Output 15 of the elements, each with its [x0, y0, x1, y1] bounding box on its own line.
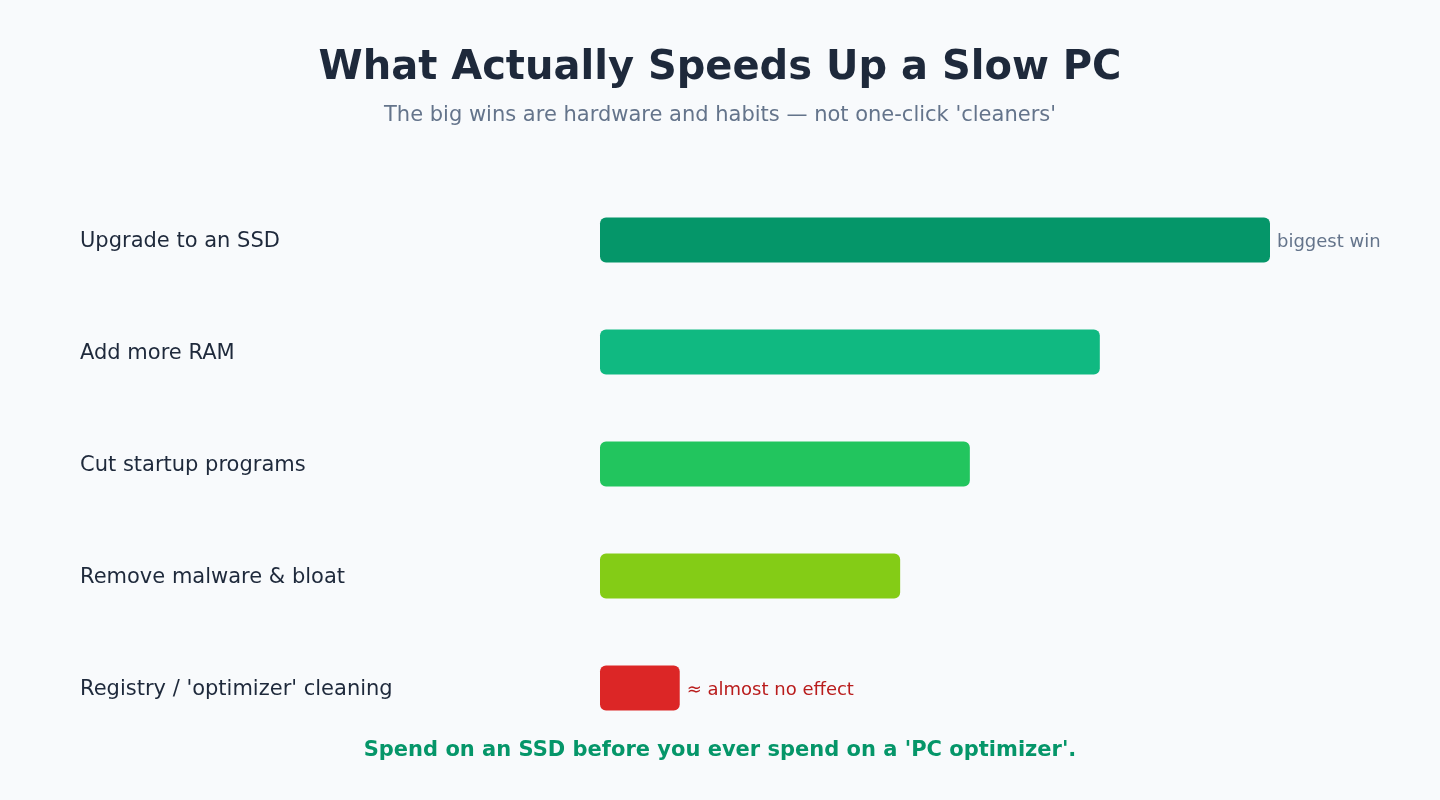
y-tick-label: Remove malware & bloat: [80, 564, 346, 588]
chart-title: What Actually Speeds Up a Slow PC: [318, 42, 1122, 88]
y-tick-label: Registry / 'optimizer' cleaning: [80, 676, 393, 700]
annotation: Spend on an SSD before you ever spend on a 'PC optimizer'.: [363, 736, 1077, 761]
y-tick-label: Add more RAM: [80, 340, 235, 364]
annotation: biggest win: [1277, 229, 1381, 251]
bar: [600, 553, 901, 599]
y-tick-label: Cut startup programs: [80, 452, 306, 476]
bar: [600, 441, 970, 487]
bar: [600, 329, 1100, 375]
bar: [600, 217, 1270, 263]
y-tick-label: Upgrade to an SSD: [80, 228, 280, 252]
bar: [600, 665, 680, 711]
annotation: ≈ almost no effect: [686, 677, 854, 699]
chart-subtitle: The big wins are hardware and habits — not one-click 'cleaners': [383, 101, 1056, 126]
